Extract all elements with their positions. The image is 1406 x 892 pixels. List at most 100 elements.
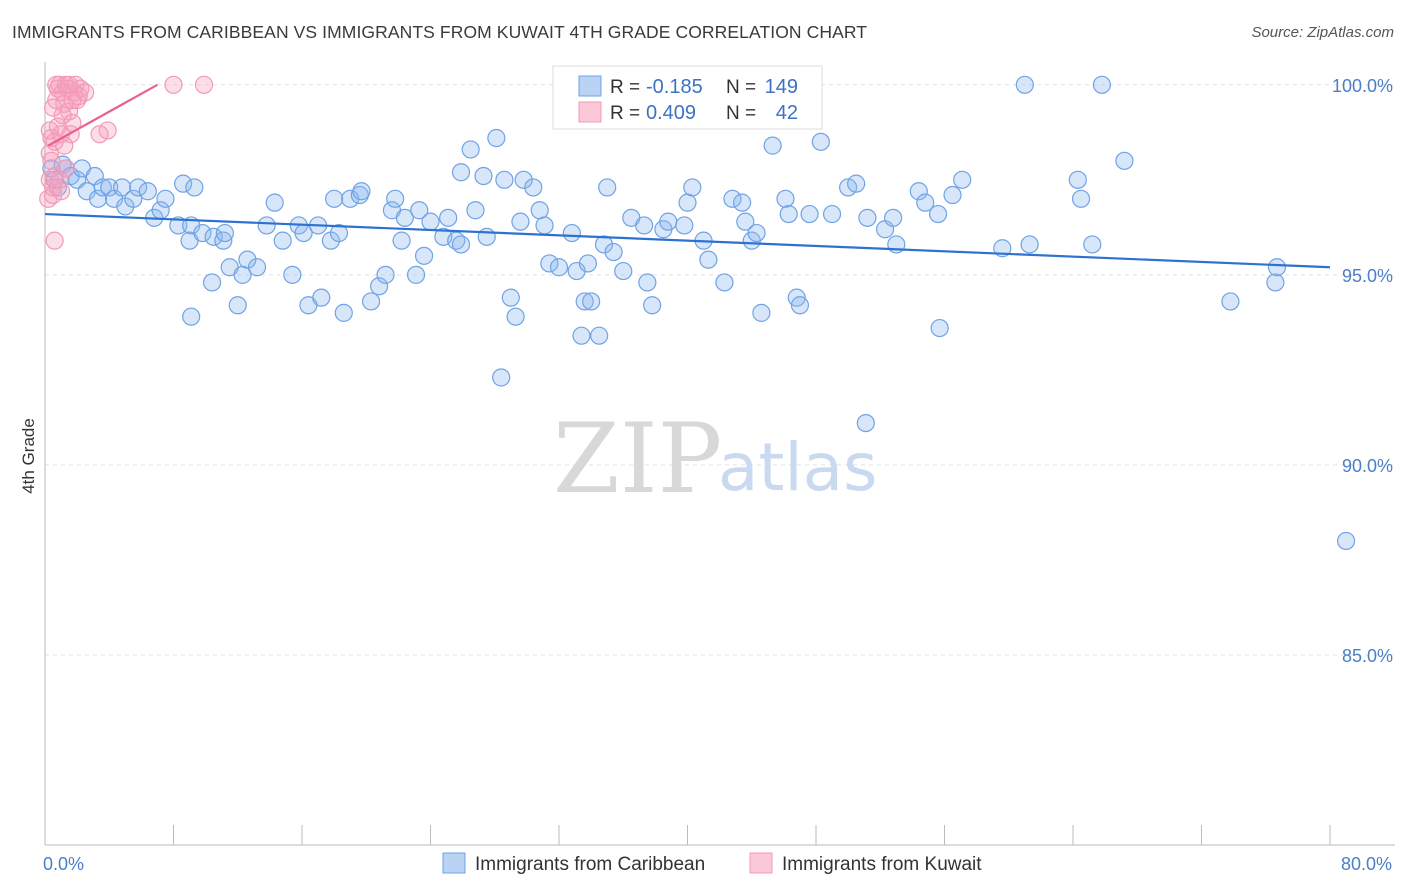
caribbean-point-50 [352,182,371,201]
caribbean-point-36 [265,193,284,212]
caribbean-point-98 [675,216,694,235]
x-tick-label-0: 0.0% [43,854,84,874]
caribbean-point-68 [466,201,485,220]
chart-title: IMMIGRANTS FROM CARIBBEAN VS IMMIGRANTS … [12,22,868,42]
caribbean-point-57 [395,208,414,227]
grid-lines [45,84,1395,656]
caribbean-point-63 [439,208,458,227]
bottom-legend-kuwait: Immigrants from Kuwait [782,854,982,875]
caribbean-point-100 [683,178,702,197]
caribbean-point-129 [953,170,972,189]
kuwait-point-39 [63,90,82,110]
x-tick-labels: 0.0% 80.0% [43,854,1392,874]
caribbean-point-110 [763,136,782,155]
caribbean-point-25 [185,178,204,197]
caribbean-point-131 [1015,75,1034,94]
caribbean-point-18 [138,182,157,201]
caribbean-point-141 [1336,531,1356,551]
caribbean-point-69 [474,166,493,186]
caribbean-point-29 [214,231,233,250]
caribbean-point-17 [129,178,148,197]
caribbean-point-109 [752,303,771,322]
caribbean-point-10 [88,189,108,208]
caribbean-point-135 [1083,235,1102,254]
kuwait-point-35 [40,121,59,140]
caribbean-point-33 [238,250,257,269]
caribbean-point-97 [659,212,678,231]
y-tick-label-1: 95.0% [1342,266,1393,286]
caribbean-point-132 [1020,235,1039,254]
series-legend: Immigrants from Caribbean Immigrants fro… [442,852,982,875]
caribbean-point-106 [736,212,755,231]
caribbean-point-45 [325,189,344,208]
watermark-zip: ZIP [553,403,722,515]
caribbean-point-139 [1266,273,1285,292]
caribbean-point-87 [590,326,609,345]
caribbean-point-73 [501,288,520,307]
caribbean-point-128 [943,185,962,205]
caribbean-point-70 [477,227,496,246]
caribbean-point-89 [598,178,617,197]
kuwait-point-40 [50,170,69,189]
y-tick-label-3: 85.0% [1342,646,1393,666]
caribbean-point-16 [124,189,143,208]
caribbean-point-114 [790,296,810,315]
kuwait-point-27 [194,75,214,94]
caribbean-point-76 [514,170,533,189]
bottom-swatch-caribbean [442,852,466,874]
caribbean-point-115 [800,204,819,224]
caribbean-point-38 [283,265,302,284]
legend-r-label-caribbean: R = [610,77,640,98]
watermark-atlas: atlas [718,429,878,506]
bottom-legend-caribbean: Immigrants from Caribbean [475,854,705,875]
caribbean-point-133 [1068,170,1087,189]
caribbean-point-138 [1221,292,1240,311]
caribbean-point-144 [492,368,511,387]
caribbean-point-81 [549,258,569,277]
legend-n-label-caribbean: N = [726,77,756,98]
kuwait-point-41 [43,178,63,197]
kuwait-point-29 [42,151,61,170]
data-points [39,75,1356,551]
caribbean-point-90 [604,242,623,262]
caribbean-point-60 [414,246,434,265]
kuwait-trend-line [47,83,158,147]
caribbean-point-37 [273,231,292,250]
caribbean-point-61 [421,212,440,231]
caribbean-point-43 [312,288,331,307]
legend-swatch-caribbean [578,75,602,97]
caribbean-point-79 [535,216,554,235]
bottom-swatch-kuwait [749,852,773,874]
caribbean-point-88 [594,235,614,254]
caribbean-point-94 [638,273,657,292]
caribbean-point-116 [811,132,830,151]
caribbean-point-102 [699,250,718,269]
kuwait-point-26 [164,75,183,94]
source-label: Source: ZipAtlas.com [1251,24,1394,41]
caribbean-point-99 [678,193,697,212]
caribbean-point-77 [524,178,543,197]
caribbean-point-82 [562,223,581,243]
kuwait-point-25 [98,121,117,140]
caribbean-point-117 [822,204,842,224]
caribbean-point-91 [614,261,633,281]
caribbean-point-35 [257,216,276,235]
watermark: ZIP atlas [553,403,878,515]
caribbean-point-21 [156,189,175,208]
caribbean-point-95 [643,296,662,315]
caribbean-point-84 [578,254,598,273]
caribbean-point-14 [112,178,132,197]
legend-swatch-kuwait [578,101,602,123]
caribbean-point-71 [487,128,506,148]
caribbean-point-143 [572,326,591,345]
caribbean-point-75 [511,212,530,231]
caribbean-point-119 [847,174,866,193]
caribbean-point-145 [228,296,247,315]
caribbean-point-52 [370,277,389,296]
caribbean-point-146 [202,273,222,292]
caribbean-point-30 [215,223,234,243]
kuwait-point-36 [47,75,66,94]
caribbean-point-46 [329,223,349,243]
legend-n-label-kuwait: N = [726,103,756,124]
